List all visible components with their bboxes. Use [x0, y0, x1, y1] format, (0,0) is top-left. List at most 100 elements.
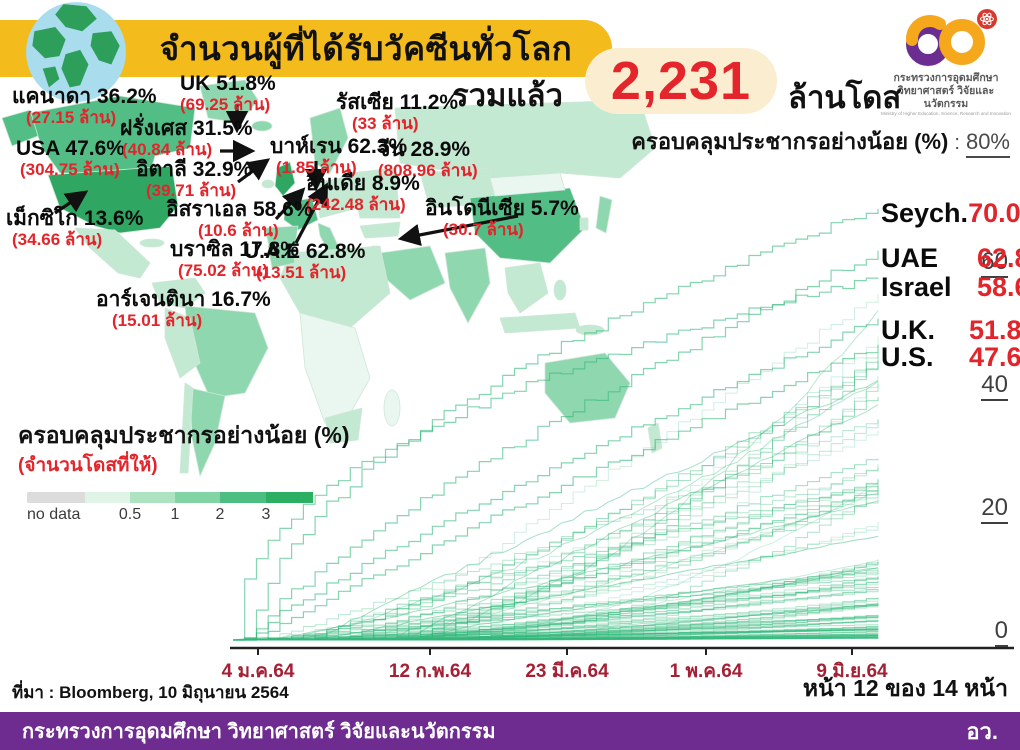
legend-stop-label: 2: [215, 506, 225, 523]
callout-country-value: 62.8: [977, 243, 1020, 273]
country-coverage-line: [233, 430, 879, 641]
map-pointer-arrow: [274, 187, 306, 221]
country-coverage-line: [233, 572, 879, 641]
legend-title: ครอบคลุมประชากรอย่างน้อย (%): [18, 422, 350, 448]
country-coverage-line: [233, 621, 879, 641]
map-pointer-arrow: [294, 182, 328, 244]
callout-country-name: UAE: [881, 243, 939, 273]
world-map: [1, 79, 663, 477]
page-title: จำนวนผู้ที่ได้รับวัคซีนทั่วโลก: [159, 30, 573, 67]
total-doses-value: 2,231: [610, 51, 752, 111]
callout-country-value: 70.0: [968, 198, 1020, 228]
legend-no-data-label: no data: [27, 506, 81, 523]
x-axis-date-label: 12 ก.พ.64: [388, 661, 472, 682]
callout-country-value: 47.6: [969, 342, 1020, 372]
legend-segment: [130, 492, 175, 503]
country-coverage-line: [233, 491, 879, 641]
chart-country-callout: Israel 58.6: [881, 272, 1020, 303]
country-coverage-line: [233, 360, 879, 641]
total-prefix: รวมแล้ว: [452, 78, 563, 113]
map-pointer-arrow: [237, 158, 271, 184]
ministry-logo-line1: กระทรวงการอุดมศึกษา: [893, 72, 999, 84]
country-coverage-line: [233, 637, 879, 641]
country-coverage-line: [233, 354, 879, 641]
country-coverage-line: [233, 458, 879, 641]
legend-segment: [266, 492, 313, 503]
country-coverage-line: [233, 381, 879, 641]
coverage-heading-text: ครอบคลุมประชากรอย่างน้อย (%): [631, 129, 949, 154]
country-coverage-line: [233, 604, 879, 641]
legend-segment: [220, 492, 266, 503]
country-coverage-line: [233, 567, 879, 641]
legend-color-scale: [85, 492, 313, 503]
callout-country-name: Israel: [881, 272, 952, 302]
footer-ministry: กระทรวงการอุดมศึกษา วิทยาศาสตร์ วิจัยและ…: [22, 721, 496, 743]
callout-country-value: 51.8: [969, 315, 1020, 345]
country-coverage-line: [233, 467, 879, 641]
globe-icon: [26, 2, 126, 102]
country-coverage-line: [233, 559, 879, 641]
chart-country-callout: U.S. 47.6: [881, 342, 1020, 373]
country-coverage-line: [233, 499, 879, 641]
country-coverage-line: [233, 208, 879, 641]
country-coverage-line: [232, 379, 879, 641]
coverage-heading-separator: :: [954, 132, 960, 154]
country-coverage-line: [233, 637, 879, 641]
x-axis-date-label: 4 ม.ค.64: [221, 661, 295, 682]
callout-country-name: Seych.: [881, 198, 969, 228]
country-coverage-line: [233, 396, 879, 641]
y-axis-tick-label: 20: [948, 494, 1008, 524]
ministry-logo-line3: Ministry of Higher Education, Science, R…: [881, 111, 1011, 117]
legend-stop-label: 3: [261, 506, 271, 523]
legend-segment: [85, 492, 130, 503]
total-pill: 2,231: [585, 48, 777, 114]
country-coverage-line: [233, 485, 879, 641]
map-pointer-arrow: [54, 190, 89, 215]
country-coverage-line: [233, 559, 879, 641]
y-axis-tick-label: 0: [948, 617, 1008, 647]
country-coverage-line: [233, 419, 879, 641]
callout-country-name: U.S.: [881, 342, 934, 372]
coverage-axis-heading: ครอบคลุมประชากรอย่างน้อย (%) : 80%: [631, 124, 1010, 159]
x-axis-date-label: 23 มี.ค.64: [525, 661, 609, 682]
country-coverage-line: [233, 500, 879, 641]
legend-segment: [175, 492, 220, 503]
footer-bar: กระทรวงการอุดมศึกษา วิทยาศาสตร์ วิจัยและ…: [0, 712, 1020, 750]
ministry-logo-line2: วิทยาศาสตร์ วิจัยและนวัตกรรม: [897, 85, 995, 111]
page-indicator: หน้า 12 ของ 14 หน้า: [802, 675, 1008, 701]
y-axis-tick-label: 40: [948, 371, 1008, 401]
country-coverage-line: [233, 361, 879, 641]
country-coverage-line: [233, 485, 879, 641]
country-coverage-line: [233, 464, 879, 641]
country-coverage-line: [233, 624, 879, 641]
chart-country-callout: U.K. 51.8: [881, 315, 1020, 346]
x-axis-date-label: 1 พ.ค.64: [669, 661, 743, 682]
country-coverage-line: [233, 617, 879, 641]
ministry-logo: กระทรวงการอุดมศึกษา วิทยาศาสตร์ วิจัยและ…: [878, 8, 1014, 120]
country-coverage-line: [233, 277, 879, 641]
y-axis-top-tick: 80%: [965, 129, 1010, 158]
country-coverage-line: [233, 614, 879, 641]
legend-no-data-swatch: [27, 492, 93, 503]
country-coverage-line: [232, 616, 879, 641]
map-pointer-arrow: [397, 214, 519, 246]
callout-country-name: U.K.: [881, 315, 935, 345]
country-coverage-line: [233, 344, 879, 641]
country-coverage-line: [232, 492, 879, 641]
source-note: ที่มา : Bloomberg, 10 มิถุนายน 2564: [12, 683, 289, 702]
country-coverage-line: [233, 318, 879, 641]
ministry-logo-mark: [906, 9, 997, 66]
footer-abbr: อว.: [966, 718, 998, 744]
country-coverage-line: [233, 522, 879, 641]
chart-country-callout: Seych. 70.0: [881, 198, 1020, 229]
legend-subtitle: (จำนวนโดสที่ให้): [18, 455, 158, 476]
country-coverage-line: [233, 576, 879, 641]
country-coverage-line: [233, 636, 878, 641]
y-axis-tick-label: 60: [948, 248, 1008, 278]
country-coverage-line: [233, 479, 879, 641]
country-coverage-line: [233, 577, 879, 641]
country-coverage-line: [233, 383, 879, 641]
legend-stop-label: 0.5: [118, 506, 142, 523]
